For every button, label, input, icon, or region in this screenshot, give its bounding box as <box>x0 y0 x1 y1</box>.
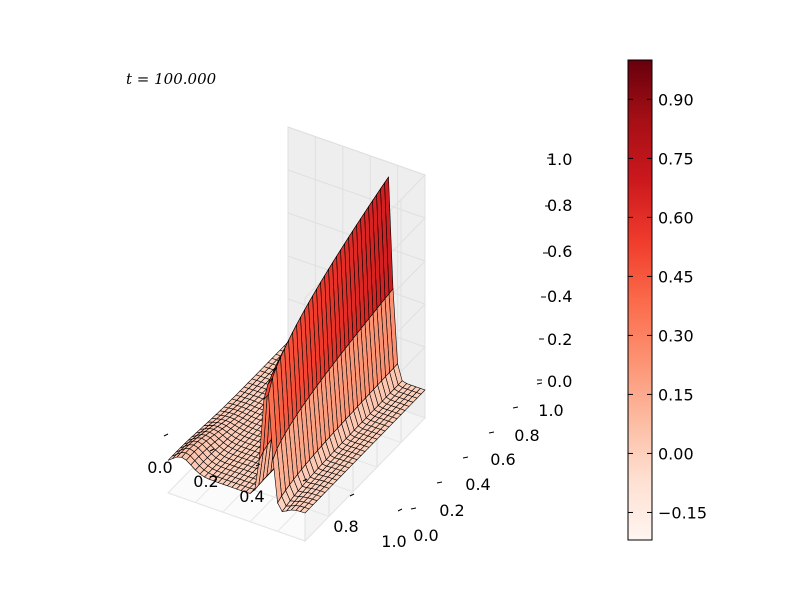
x-tick-label: 0.8 <box>333 517 358 536</box>
y-tick-label: 1.0 <box>538 401 563 420</box>
colorbar-tick-label: −0.15 <box>658 504 707 523</box>
x-tick-label: 1.0 <box>381 532 406 551</box>
z-tick-label: 0.0 <box>547 372 572 391</box>
x-tick-mark <box>255 463 261 467</box>
colorbar-ticks <box>628 98 652 513</box>
colorbar-tick-label: 0.60 <box>658 208 694 227</box>
x-tick-label: 0.2 <box>193 472 218 491</box>
x-tick-label: 0.0 <box>147 458 172 477</box>
z-tick-label: 0.2 <box>547 330 572 349</box>
colorbar-tick-label: 0.75 <box>658 149 694 168</box>
colorbar-tick-label: 0.15 <box>658 385 694 404</box>
colorbar-tick-label: 0.90 <box>658 90 694 109</box>
colorbar-tick-label: 0.45 <box>658 267 694 286</box>
z-tick-label: 0.6 <box>547 242 572 261</box>
y-tick-mark <box>488 431 495 434</box>
z-tick-label: 0.4 <box>547 287 572 306</box>
x-tick-mark <box>397 508 403 512</box>
colorbar-tick-label: 0.00 <box>658 444 694 463</box>
y-tick-label: 0.2 <box>439 501 464 520</box>
y-tick-label: 0.4 <box>465 475 490 494</box>
x-tick-mark <box>209 448 215 452</box>
x-axis-tick-labels: 0.0 0.2 0.4 0.8 1.0 <box>147 458 406 551</box>
gridline <box>304 417 426 542</box>
colorbar-tick-label: 0.30 <box>658 326 694 345</box>
y-tick-mark <box>512 406 519 409</box>
gridline <box>167 492 306 542</box>
x-tick-mark <box>349 493 355 497</box>
colorbar-tick-labels: 0.90 0.75 0.60 0.45 0.30 0.15 0.00 −0.15 <box>658 90 707 522</box>
x-tick-label: 0.4 <box>239 487 264 506</box>
y-tick-label: 0.6 <box>490 450 515 469</box>
z-axis-tick-labels: 0.0 0.2 0.4 0.6 0.8 1.0 <box>547 150 572 391</box>
y-tick-label: 0.8 <box>514 426 539 445</box>
y-tick-mark <box>410 507 417 510</box>
x-tick-mark <box>163 433 169 437</box>
y-axis-tick-labels: 0.0 0.2 0.4 0.6 0.8 1.0 <box>413 401 563 545</box>
y-tick-label: 0.0 <box>413 526 438 545</box>
y-tick-mark <box>462 456 469 459</box>
surface-mesh <box>167 176 426 514</box>
time-annotation: t = 100.000 <box>126 70 217 88</box>
x-tick-mark <box>302 478 308 482</box>
y-tick-mark <box>436 481 443 484</box>
z-tick-label: 1.0 <box>547 150 572 169</box>
gridline <box>287 126 426 176</box>
gridline <box>287 169 426 219</box>
y-tick-mark <box>536 382 543 385</box>
z-tick-label: 0.8 <box>547 196 572 215</box>
axis-ticks <box>163 157 552 512</box>
surface-facet <box>299 507 310 514</box>
colorbar <box>627 59 653 541</box>
